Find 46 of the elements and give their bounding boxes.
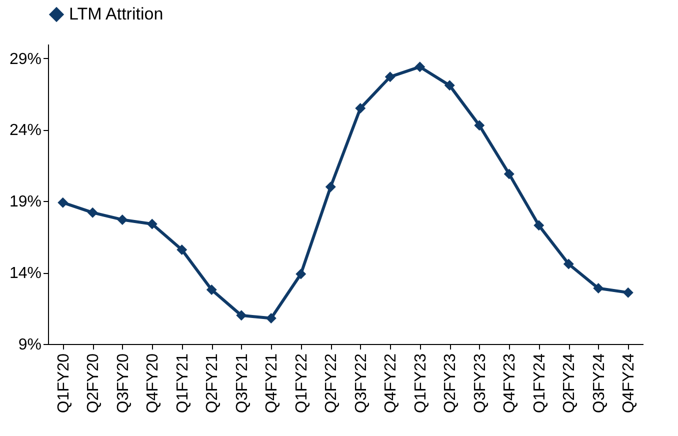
point xyxy=(504,168,514,180)
x-tick-label: Q3FY23 xyxy=(472,353,489,414)
point xyxy=(117,214,128,225)
x-tick-label: Q2FY21 xyxy=(204,353,222,414)
y-tick-label: 24% xyxy=(9,122,42,140)
y-tick-label: 19% xyxy=(9,194,42,211)
x-tick-label: Q3FY21 xyxy=(234,353,251,414)
x-tick-label: Q1FY21 xyxy=(174,353,192,414)
point xyxy=(444,80,455,91)
y-tick-label: 9% xyxy=(18,336,42,354)
point xyxy=(474,120,485,131)
point xyxy=(325,182,336,192)
point xyxy=(206,284,217,295)
x-tick-label: Q2FY20 xyxy=(85,353,102,414)
x-tick-label: Q3FY22 xyxy=(352,353,370,414)
point xyxy=(593,283,604,294)
x-tick-label: Q2FY22 xyxy=(323,353,340,414)
point xyxy=(266,313,276,324)
point xyxy=(622,287,634,298)
point xyxy=(296,268,306,280)
x-tick-label: Q3FY20 xyxy=(114,353,132,414)
x-tick-label: Q1FY20 xyxy=(55,353,72,414)
point xyxy=(146,218,158,230)
x-tick-label: Q4FY22 xyxy=(382,353,400,414)
point xyxy=(176,244,188,255)
point xyxy=(58,197,68,208)
x-tick-label: Q4FY21 xyxy=(264,353,281,414)
x-tick-label: Q2FY24 xyxy=(561,353,578,414)
point xyxy=(414,62,426,72)
x-tick-label: Q4FY24 xyxy=(620,353,638,414)
x-tick-label: Q4FY23 xyxy=(502,353,519,414)
x-tick-label: Q4FY20 xyxy=(144,353,162,414)
point xyxy=(384,72,396,82)
x-tick-label: Q3FY24 xyxy=(590,353,608,414)
point xyxy=(355,103,366,114)
point xyxy=(563,258,574,270)
x-tick-label: Q1FY22 xyxy=(293,353,310,414)
x-tick-label: Q1FY24 xyxy=(531,353,548,414)
point xyxy=(87,207,98,218)
point xyxy=(236,310,247,321)
point xyxy=(534,220,544,231)
x-tick-label: Q2FY23 xyxy=(442,353,460,414)
legend-label: LTM Attrition xyxy=(69,4,164,24)
y-tick-label: 14% xyxy=(9,265,42,282)
x-tick-label: Q1FY23 xyxy=(412,353,430,414)
y-tick-label: 29% xyxy=(9,50,42,68)
